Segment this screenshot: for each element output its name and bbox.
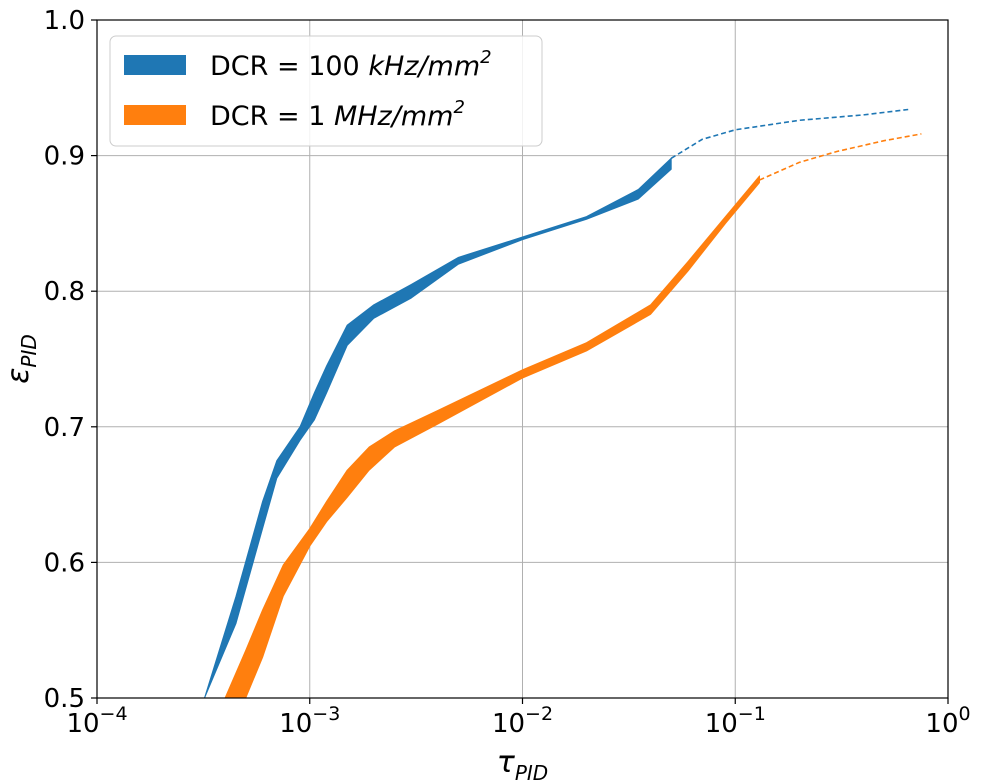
legend-box	[109, 35, 543, 147]
ticks: 10−4 10−3 10−2 10−1 100 0.5 0.6 0.7 0.8 0.9 1.0	[44, 6, 971, 739]
x-tick-label: 10−3	[279, 703, 340, 739]
legend: DCR = 100 kHz/mm2 DCR = 1 MHz/mm2	[109, 35, 543, 147]
x-tick-label: 10−1	[705, 703, 766, 739]
y-tick-label: 0.7	[44, 413, 85, 443]
x-axis-title: τPID	[497, 745, 548, 782]
y-tick-label: 1.0	[44, 6, 85, 36]
legend-swatch-2	[124, 105, 186, 125]
legend-swatch-1	[124, 55, 186, 75]
series-layer	[204, 108, 922, 699]
axis-titles: τPID εPID	[1, 334, 548, 782]
legend-label-2: DCR = 1 MHz/mm2	[210, 97, 465, 132]
series-1-band	[204, 157, 672, 699]
y-tick-label: 0.9	[44, 142, 85, 172]
x-tick-label: 100	[925, 703, 970, 739]
y-tick-label: 0.6	[44, 548, 85, 578]
y-tick-label: 0.5	[44, 684, 85, 714]
y-axis-title: εPID	[1, 334, 41, 384]
legend-label-1: DCR = 100 kHz/mm2	[210, 47, 492, 82]
series-2-dashed-line	[759, 133, 922, 181]
x-tick-label: 10−2	[492, 703, 553, 739]
y-tick-label: 0.8	[44, 277, 85, 307]
x-tick-label: 10−4	[66, 703, 127, 739]
